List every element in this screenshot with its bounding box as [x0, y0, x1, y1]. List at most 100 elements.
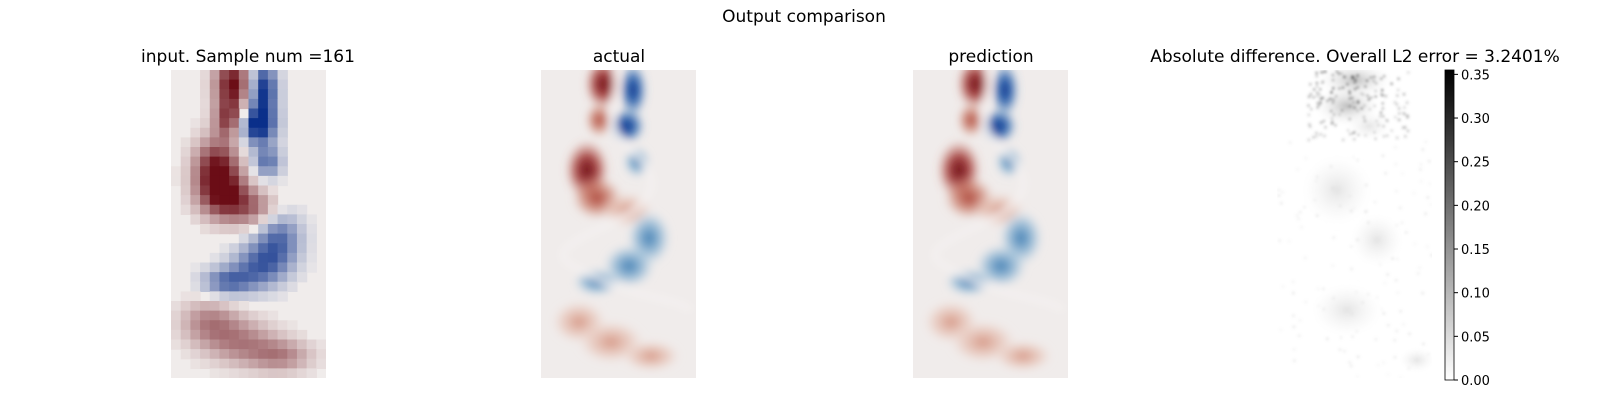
- input-cell: [180, 156, 191, 167]
- error-speckle: [1365, 79, 1369, 83]
- heatmap-input: [171, 70, 326, 378]
- input-cell: [306, 262, 317, 273]
- input-cell: [277, 156, 288, 167]
- error-speckle: [1364, 183, 1368, 187]
- input-cell: [229, 272, 240, 283]
- error-speckle: [1331, 264, 1335, 268]
- input-cell: [248, 108, 259, 119]
- error-speckle: [1312, 135, 1316, 139]
- input-cell: [238, 224, 250, 235]
- error-speckle: [1352, 137, 1356, 141]
- colorbar-tick-label: 0.25: [1461, 156, 1490, 171]
- error-speckle: [1307, 113, 1311, 117]
- input-cell: [248, 291, 259, 302]
- input-cell: [209, 175, 221, 187]
- error-speckle: [1363, 104, 1367, 108]
- input-cell: [287, 329, 298, 341]
- input-cell: [238, 358, 250, 369]
- error-speckle: [1322, 307, 1326, 311]
- error-speckle: [1277, 194, 1281, 198]
- error-speckle: [1386, 323, 1390, 327]
- input-cell: [200, 349, 211, 360]
- field-blob: [957, 102, 985, 138]
- error-speckle: [1355, 375, 1359, 378]
- input-cell: [287, 214, 298, 225]
- error-speckle: [1398, 206, 1402, 210]
- error-speckle: [1295, 213, 1299, 217]
- input-cell: [267, 108, 279, 119]
- input-cell: [267, 281, 279, 292]
- error-speckle: [1307, 138, 1311, 142]
- error-speckle: [1331, 73, 1335, 77]
- input-cell: [277, 204, 288, 215]
- input-cell: [229, 156, 240, 167]
- input-cell: [277, 127, 288, 138]
- input-cell: [316, 349, 326, 360]
- zero-contour: [932, 70, 1065, 313]
- input-cell: [287, 233, 298, 244]
- error-speckle: [1331, 186, 1335, 190]
- input-cell: [219, 185, 230, 196]
- error-speckle: [1356, 158, 1360, 162]
- input-cell: [171, 301, 182, 312]
- input-cell: [258, 272, 269, 283]
- input-cell: [209, 156, 221, 167]
- error-speckle: [1363, 85, 1367, 89]
- input-cell: [180, 301, 191, 312]
- input-cell: [248, 204, 259, 215]
- input-cell: [209, 108, 221, 119]
- input-cell: [248, 89, 259, 100]
- colorbar: 0.00 0.05 0.10 0.15 0.20 0.25 0.30 0.35: [1444, 68, 1490, 389]
- error-speckle: [1317, 304, 1321, 308]
- field-blob: [991, 70, 1019, 118]
- input-cell: [248, 252, 259, 264]
- input-cell: [200, 329, 211, 341]
- input-cell: [219, 175, 230, 187]
- error-speckle: [1322, 134, 1326, 138]
- error-speckle: [1348, 91, 1352, 95]
- error-speckle: [1368, 96, 1372, 100]
- input-cell: [248, 156, 259, 167]
- input-cell: [190, 358, 201, 369]
- input-cell: [248, 310, 259, 321]
- input-cell: [258, 204, 269, 215]
- input-cell: [267, 204, 279, 215]
- error-speckle: [1346, 128, 1350, 132]
- error-speckle: [1382, 124, 1386, 128]
- input-cell: [277, 368, 288, 378]
- input-cell: [248, 233, 259, 244]
- input-cell: [277, 89, 288, 100]
- input-cell: [277, 252, 288, 264]
- colorbar-gradient: [1444, 69, 1455, 381]
- input-cell: [277, 118, 288, 129]
- error-speckle: [1421, 148, 1425, 152]
- error-speckle: [1395, 223, 1399, 227]
- error-speckle: [1402, 322, 1406, 326]
- input-cell: [200, 204, 211, 215]
- input-cell: [267, 89, 279, 100]
- input-cell: [180, 339, 191, 350]
- error-speckle: [1359, 92, 1363, 96]
- error-speckle: [1331, 120, 1335, 124]
- input-cell: [267, 243, 279, 254]
- error-speckle: [1385, 118, 1389, 122]
- input-cell: [296, 233, 308, 244]
- error-speckle: [1360, 106, 1364, 110]
- input-cell: [209, 70, 221, 81]
- input-cell: [258, 79, 269, 90]
- input-cell: [238, 175, 250, 187]
- error-speckle: [1340, 108, 1344, 112]
- input-cell: [267, 127, 279, 138]
- error-speckle: [1315, 91, 1319, 95]
- input-cell: [219, 166, 230, 177]
- error-speckle: [1372, 79, 1376, 83]
- input-cell: [248, 272, 259, 283]
- error-speckle: [1396, 291, 1400, 295]
- error-speckle: [1351, 131, 1355, 135]
- error-speckle: [1352, 206, 1356, 210]
- error-speckle: [1400, 221, 1404, 225]
- input-cell: [180, 147, 191, 158]
- input-cell: [229, 281, 240, 292]
- input-cell: [229, 339, 240, 350]
- input-cell: [209, 358, 221, 369]
